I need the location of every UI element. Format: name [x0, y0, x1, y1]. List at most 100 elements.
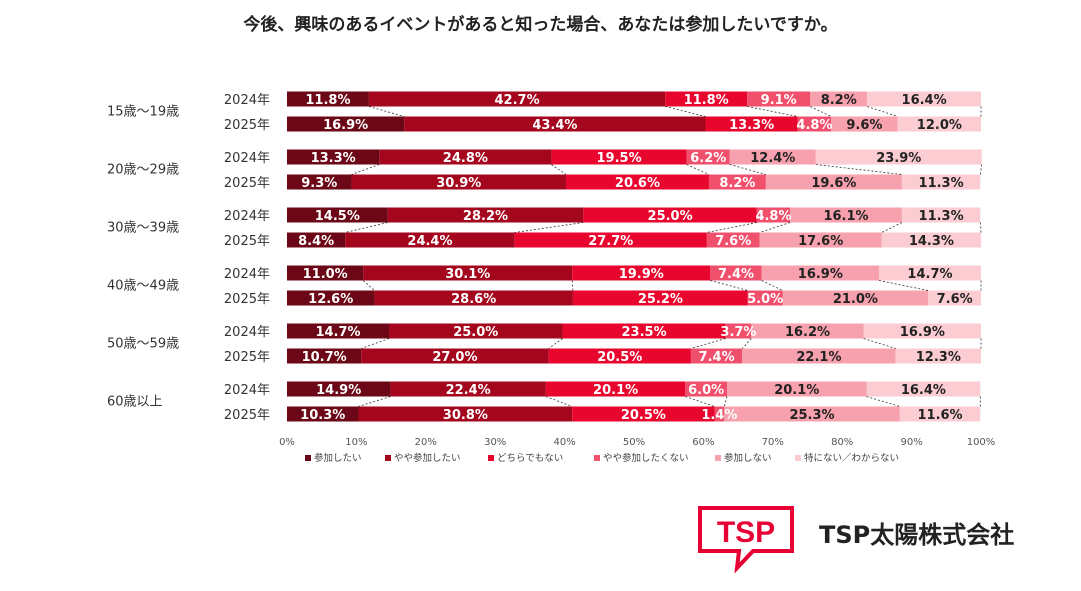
data-label: 6.2%	[690, 151, 726, 166]
bar-segment	[287, 149, 380, 165]
data-label: 4.8%	[755, 209, 791, 224]
age-group-label: 40歳〜49歳	[107, 279, 179, 294]
bar-segment	[287, 265, 364, 281]
bar-segment	[287, 406, 359, 422]
data-label: 19.5%	[597, 151, 642, 166]
data-label: 42.7%	[495, 93, 540, 108]
bar-segment	[901, 207, 981, 223]
x-tick-label: 0%	[279, 437, 295, 448]
bar-segment	[705, 116, 798, 132]
connector-line	[351, 164, 380, 175]
bar-segment	[287, 91, 369, 107]
connector-line	[545, 396, 573, 407]
legend-label: 参加しない	[724, 452, 772, 464]
bar-segment	[548, 348, 691, 364]
data-label: 5.0%	[747, 292, 783, 307]
connector-line	[979, 222, 982, 233]
bar-segment	[897, 116, 981, 132]
bar-segment	[368, 91, 666, 107]
x-tick-label: 10%	[345, 437, 367, 448]
data-label: 43.4%	[532, 118, 577, 133]
bar-segment	[881, 232, 981, 248]
bar-segment	[797, 116, 832, 132]
labels: 15歳〜19歳 2024年 11.8% 42.7% 11.8% 9.1% 8.2% 16.4%…	[107, 93, 995, 448]
bar-segment	[572, 290, 748, 306]
bar-segment	[726, 381, 867, 397]
data-label: 10.3%	[300, 408, 345, 423]
x-tick-label: 60%	[692, 437, 714, 448]
connector-line	[514, 222, 584, 233]
connector-line	[345, 222, 388, 233]
bar-segment	[782, 290, 929, 306]
data-label: 25.3%	[789, 408, 834, 423]
connector-line	[710, 280, 748, 291]
data-label: 11.6%	[917, 408, 962, 423]
data-label: 20.5%	[597, 350, 642, 365]
data-label: 11.8%	[305, 93, 350, 108]
bar-segment	[351, 174, 566, 190]
data-label: 7.6%	[937, 292, 973, 307]
year-label: 2025年	[224, 292, 270, 307]
bar-segment	[665, 91, 748, 107]
bar-segment	[747, 290, 783, 306]
data-label: 16.9%	[900, 325, 945, 340]
data-label: 3.7%	[720, 325, 756, 340]
bar-segment	[374, 290, 573, 306]
data-label: 11.0%	[303, 267, 348, 282]
data-label: 23.5%	[622, 325, 667, 340]
bar-segment	[690, 348, 743, 364]
bar-segment	[562, 323, 726, 339]
x-tick-label: 50%	[623, 437, 645, 448]
connector-line	[363, 280, 375, 291]
year-label: 2025年	[224, 350, 270, 365]
bar-segment	[706, 232, 760, 248]
data-label: 21.0%	[833, 292, 878, 307]
bar-segment	[287, 290, 375, 306]
bar-segment	[810, 91, 868, 107]
data-label: 8.2%	[821, 93, 857, 108]
connector-line	[863, 338, 896, 349]
legend-swatch	[715, 455, 721, 461]
data-label: 24.4%	[407, 234, 452, 249]
data-label: 14.7%	[315, 325, 360, 340]
legend-swatch	[385, 455, 391, 461]
data-label: 14.9%	[316, 383, 361, 398]
bar-segment	[287, 323, 390, 339]
data-label: 30.1%	[445, 267, 490, 282]
bar-segment	[901, 174, 981, 190]
x-tick-label: 40%	[553, 437, 575, 448]
bar-segment	[583, 207, 757, 223]
connector-line	[979, 164, 983, 175]
bar-segment	[878, 265, 981, 281]
connector-line	[723, 396, 728, 407]
data-label: 17.6%	[798, 234, 843, 249]
data-label: 14.5%	[315, 209, 360, 224]
bar-segment	[361, 348, 549, 364]
data-label: 23.9%	[876, 151, 921, 166]
bar-segment	[686, 149, 730, 165]
data-label: 10.7%	[302, 350, 347, 365]
bar-segment	[572, 265, 711, 281]
bar-segment	[724, 406, 900, 422]
legend-label: やや参加したい	[394, 452, 461, 464]
connector-line	[867, 106, 898, 117]
data-label: 11.3%	[919, 209, 964, 224]
data-label: 7.4%	[718, 267, 754, 282]
bar-segment	[790, 207, 902, 223]
year-label: 2024年	[224, 93, 270, 108]
bars	[287, 91, 982, 422]
data-label: 16.1%	[823, 209, 868, 224]
logo-speech-bubble	[698, 506, 794, 573]
legend-swatch	[305, 455, 311, 461]
data-label: 11.8%	[684, 93, 729, 108]
data-label: 16.9%	[798, 267, 843, 282]
data-label: 1.4%	[701, 408, 737, 423]
bar-segment	[345, 232, 515, 248]
connector-line	[358, 396, 391, 407]
data-label: 14.3%	[909, 234, 954, 249]
data-label: 7.4%	[699, 350, 735, 365]
bar-segment	[831, 116, 898, 132]
bar-segment	[725, 323, 752, 339]
year-label: 2025年	[224, 408, 270, 423]
